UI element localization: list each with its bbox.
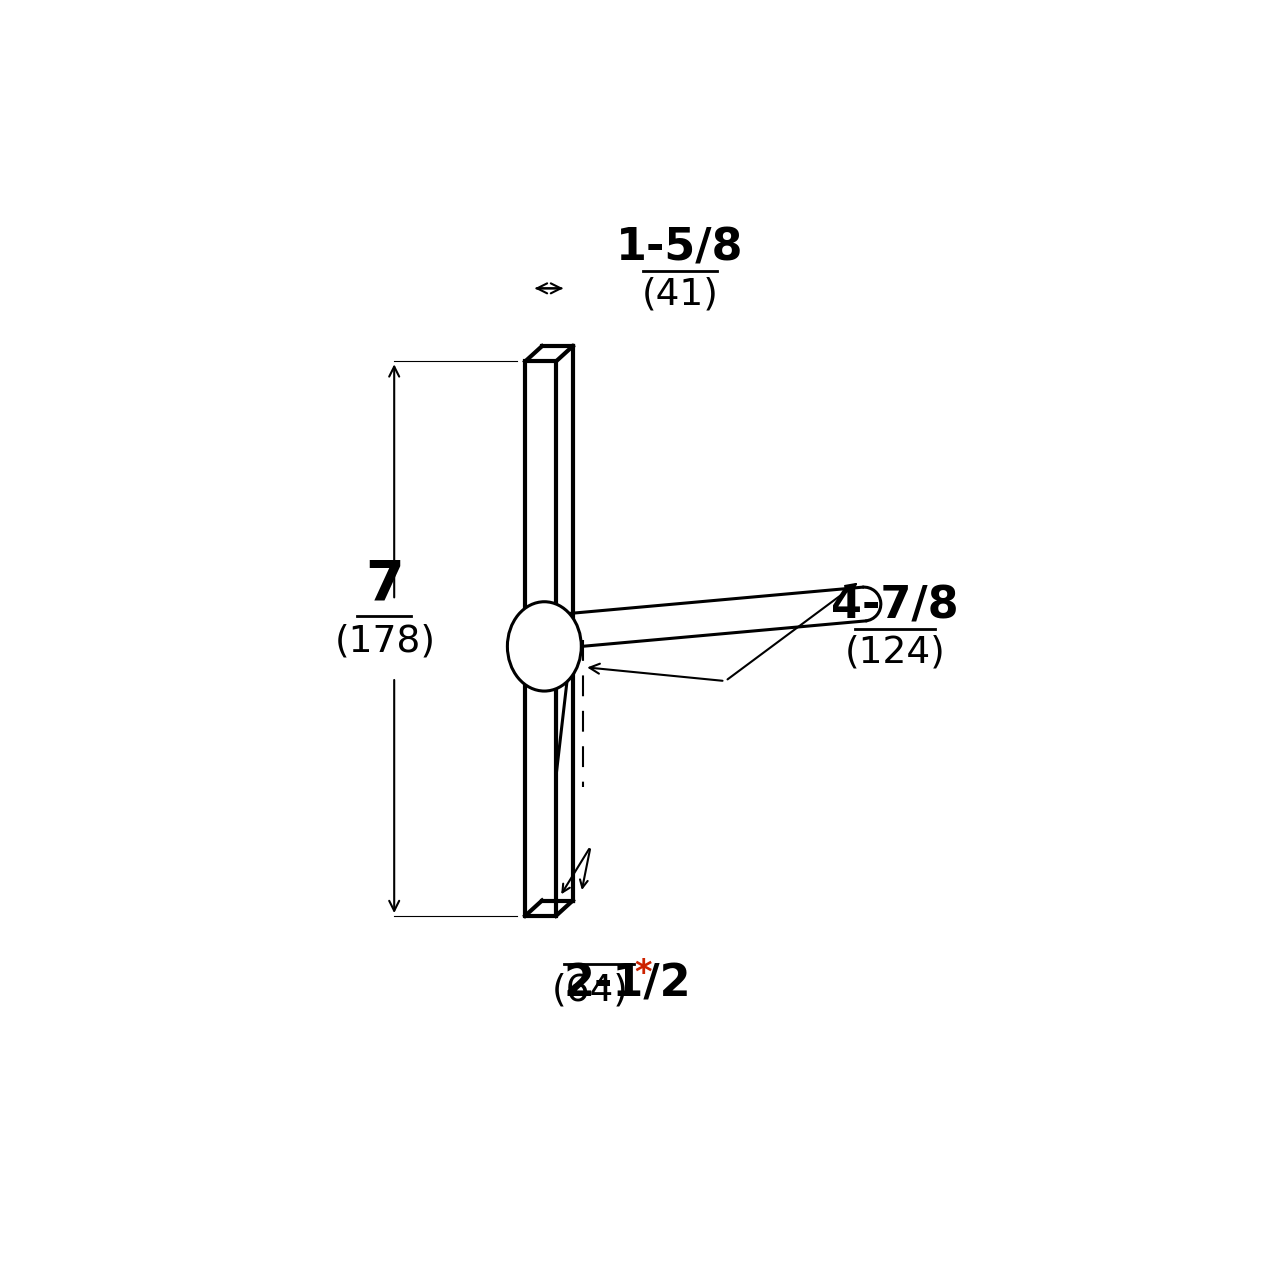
Text: 4-7/8: 4-7/8 bbox=[831, 584, 959, 627]
Text: 1-5/8: 1-5/8 bbox=[616, 227, 744, 269]
Text: 2-1/2: 2-1/2 bbox=[563, 963, 691, 1005]
Text: (41): (41) bbox=[641, 276, 718, 312]
Ellipse shape bbox=[507, 602, 581, 691]
Text: 7: 7 bbox=[366, 558, 404, 612]
Text: *: * bbox=[635, 956, 652, 989]
Text: (64): (64) bbox=[552, 972, 628, 1009]
Text: (124): (124) bbox=[845, 635, 945, 671]
Text: (178): (178) bbox=[334, 623, 435, 659]
Bar bbox=[525, 361, 556, 916]
